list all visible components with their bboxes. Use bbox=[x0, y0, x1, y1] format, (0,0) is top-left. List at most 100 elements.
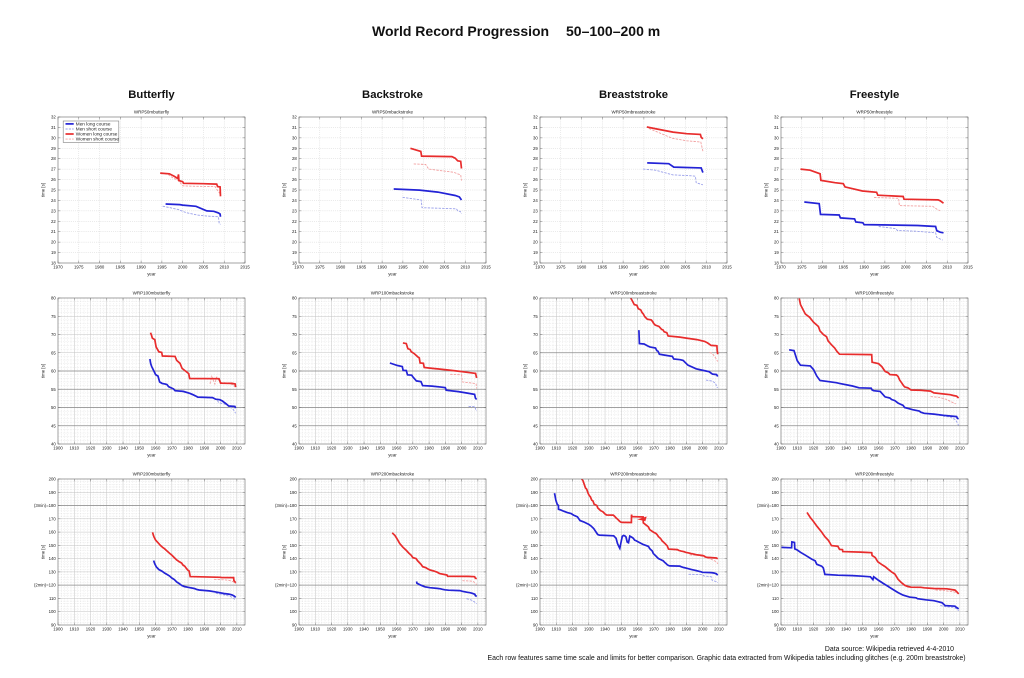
svg-text:year: year bbox=[147, 634, 156, 639]
svg-text:22: 22 bbox=[292, 219, 297, 224]
svg-text:23: 23 bbox=[533, 208, 538, 213]
svg-text:200: 200 bbox=[49, 477, 57, 482]
svg-text:110: 110 bbox=[290, 596, 297, 601]
svg-text:WRP200mbackstroke: WRP200mbackstroke bbox=[371, 471, 415, 476]
svg-text:1990: 1990 bbox=[200, 627, 210, 632]
svg-text:150: 150 bbox=[531, 543, 539, 548]
svg-text:1940: 1940 bbox=[600, 446, 610, 451]
svg-text:year: year bbox=[147, 453, 156, 458]
svg-text:2010: 2010 bbox=[714, 627, 724, 632]
svg-text:160: 160 bbox=[290, 530, 298, 535]
svg-text:1950: 1950 bbox=[617, 446, 627, 451]
svg-text:2010: 2010 bbox=[955, 446, 965, 451]
svg-text:1910: 1910 bbox=[792, 627, 802, 632]
svg-text:WRP200mbutterfly: WRP200mbutterfly bbox=[133, 471, 172, 476]
svg-text:1940: 1940 bbox=[600, 627, 610, 632]
svg-text:1985: 1985 bbox=[839, 265, 849, 270]
svg-text:60: 60 bbox=[51, 369, 56, 374]
svg-text:2010: 2010 bbox=[955, 627, 965, 632]
svg-text:21: 21 bbox=[533, 229, 538, 234]
svg-text:1980: 1980 bbox=[95, 265, 105, 270]
svg-text:2010: 2010 bbox=[473, 627, 483, 632]
svg-text:29: 29 bbox=[292, 146, 297, 151]
svg-text:90: 90 bbox=[51, 623, 56, 628]
svg-text:1995: 1995 bbox=[880, 265, 890, 270]
svg-text:1975: 1975 bbox=[556, 265, 566, 270]
svg-text:190: 190 bbox=[772, 490, 780, 495]
svg-text:(3min)=180: (3min)=180 bbox=[275, 503, 297, 508]
svg-text:1910: 1910 bbox=[792, 446, 802, 451]
svg-text:26: 26 bbox=[774, 177, 779, 182]
svg-text:18: 18 bbox=[292, 261, 297, 266]
svg-text:time [s]: time [s] bbox=[41, 545, 46, 559]
svg-text:1970: 1970 bbox=[53, 265, 63, 270]
svg-text:1975: 1975 bbox=[797, 265, 807, 270]
svg-text:2010: 2010 bbox=[232, 446, 242, 451]
svg-text:2015: 2015 bbox=[722, 265, 732, 270]
svg-text:time [s]: time [s] bbox=[764, 183, 769, 197]
svg-text:1980: 1980 bbox=[665, 627, 675, 632]
svg-text:2010: 2010 bbox=[701, 265, 711, 270]
svg-text:WRP50mfreestyle: WRP50mfreestyle bbox=[856, 109, 893, 114]
svg-text:1940: 1940 bbox=[359, 446, 369, 451]
svg-text:130: 130 bbox=[290, 569, 298, 574]
svg-text:time [s]: time [s] bbox=[282, 545, 287, 559]
svg-text:1930: 1930 bbox=[584, 627, 594, 632]
svg-text:2000: 2000 bbox=[178, 265, 188, 270]
svg-text:2010: 2010 bbox=[460, 265, 470, 270]
svg-text:19: 19 bbox=[292, 250, 297, 255]
svg-text:1920: 1920 bbox=[327, 446, 337, 451]
svg-text:1950: 1950 bbox=[858, 446, 868, 451]
svg-text:1980: 1980 bbox=[183, 627, 193, 632]
svg-text:160: 160 bbox=[772, 530, 780, 535]
svg-text:year: year bbox=[147, 272, 156, 277]
svg-text:40: 40 bbox=[51, 442, 56, 447]
svg-text:1920: 1920 bbox=[86, 446, 96, 451]
svg-text:60: 60 bbox=[774, 369, 779, 374]
svg-text:1900: 1900 bbox=[776, 627, 786, 632]
svg-text:55: 55 bbox=[292, 387, 297, 392]
svg-text:24: 24 bbox=[51, 198, 56, 203]
svg-text:32: 32 bbox=[774, 115, 779, 120]
svg-text:31: 31 bbox=[292, 125, 297, 130]
svg-text:21: 21 bbox=[51, 229, 56, 234]
svg-text:1900: 1900 bbox=[294, 446, 304, 451]
svg-text:time [s]: time [s] bbox=[523, 545, 528, 559]
svg-text:100: 100 bbox=[290, 609, 298, 614]
svg-text:23: 23 bbox=[51, 208, 56, 213]
svg-text:2005: 2005 bbox=[440, 265, 450, 270]
svg-text:2015: 2015 bbox=[240, 265, 250, 270]
svg-text:75: 75 bbox=[533, 314, 538, 319]
svg-text:Women short course: Women short course bbox=[76, 137, 120, 142]
svg-text:22: 22 bbox=[774, 219, 779, 224]
svg-text:2010: 2010 bbox=[714, 446, 724, 451]
svg-text:2005: 2005 bbox=[681, 265, 691, 270]
svg-text:1920: 1920 bbox=[568, 446, 578, 451]
svg-text:Breaststroke: Breaststroke bbox=[599, 89, 668, 101]
svg-text:1900: 1900 bbox=[53, 627, 63, 632]
svg-text:time [s]: time [s] bbox=[282, 364, 287, 378]
svg-text:1985: 1985 bbox=[357, 265, 367, 270]
svg-text:1930: 1930 bbox=[584, 446, 594, 451]
svg-text:100: 100 bbox=[49, 609, 57, 614]
svg-text:19: 19 bbox=[51, 250, 56, 255]
svg-text:Freestyle: Freestyle bbox=[850, 89, 900, 101]
svg-text:110: 110 bbox=[772, 596, 779, 601]
svg-text:190: 190 bbox=[49, 490, 57, 495]
svg-text:Each row features same time sc: Each row features same time scale and li… bbox=[488, 655, 966, 662]
svg-text:32: 32 bbox=[533, 115, 538, 120]
svg-text:2000: 2000 bbox=[698, 627, 708, 632]
svg-text:80: 80 bbox=[533, 296, 538, 301]
svg-text:year: year bbox=[870, 272, 879, 277]
svg-text:year: year bbox=[629, 453, 638, 458]
svg-text:75: 75 bbox=[51, 314, 56, 319]
svg-text:1910: 1910 bbox=[551, 446, 561, 451]
svg-text:20: 20 bbox=[51, 240, 56, 245]
svg-text:1910: 1910 bbox=[310, 627, 320, 632]
svg-text:190: 190 bbox=[290, 490, 298, 495]
svg-text:30: 30 bbox=[533, 135, 538, 140]
svg-text:60: 60 bbox=[292, 369, 297, 374]
svg-text:50: 50 bbox=[292, 405, 297, 410]
svg-text:21: 21 bbox=[774, 229, 779, 234]
svg-text:2005: 2005 bbox=[922, 265, 932, 270]
